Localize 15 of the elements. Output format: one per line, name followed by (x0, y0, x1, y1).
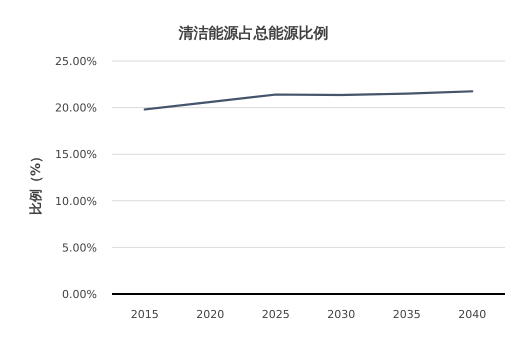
x-tick-label: 2040 (458, 308, 486, 321)
y-tick-label: 5.00% (62, 241, 97, 254)
chart-title: 清洁能源占总能源比例 (178, 24, 328, 42)
y-tick-label: 25.00% (55, 55, 97, 68)
x-tick-label: 2015 (130, 308, 159, 321)
x-tick-label: 2025 (262, 308, 290, 321)
x-tick-label: 2030 (327, 308, 356, 321)
y-axis-title: 比例（%） (29, 150, 44, 216)
y-tick-label: 15.00% (55, 148, 97, 162)
y-tick-label: 20.00% (55, 102, 97, 115)
x-tick-label: 2035 (392, 308, 421, 321)
y-tick-label: 10.00% (55, 194, 97, 208)
x-tick-label: 2020 (196, 308, 224, 321)
y-tick-label: 0.00% (62, 288, 97, 301)
line-series (144, 90, 474, 111)
